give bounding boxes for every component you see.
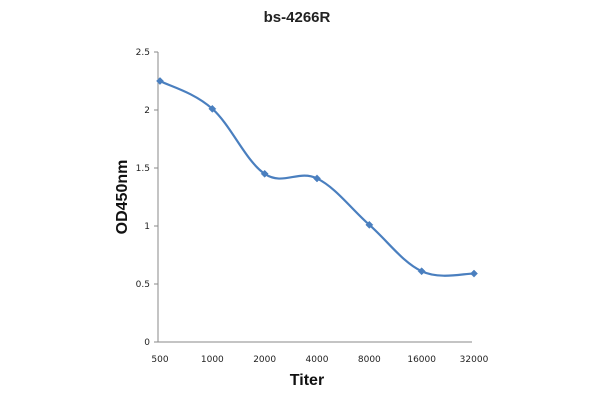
y-axis-label: OD450nm	[114, 160, 131, 235]
y-tick-label: 2.5	[136, 48, 150, 58]
data-point-marker	[417, 267, 426, 276]
data-point-marker	[156, 77, 164, 85]
y-tick-label: 0	[144, 338, 150, 348]
x-tick-label: 4000	[306, 355, 329, 365]
x-tick-label: 32000	[460, 355, 489, 365]
data-point-marker	[365, 220, 374, 229]
x-axis-label: Titer	[290, 372, 324, 389]
x-ticks: 500 1000 2000 4000 8000 16000 32000	[151, 355, 488, 365]
data-point-marker	[208, 104, 217, 113]
y-ticks: 0 0.5 1 1.5 2 2.5	[136, 48, 158, 348]
plot-area	[156, 77, 478, 278]
x-tick-label: 16000	[407, 355, 436, 365]
y-tick-label: 1.5	[136, 164, 150, 174]
x-tick-label: 8000	[358, 355, 381, 365]
y-tick-label: 2	[144, 106, 150, 116]
data-point-marker	[470, 269, 478, 278]
x-tick-label: 500	[151, 355, 168, 365]
data-point-marker	[260, 169, 269, 178]
x-tick-label: 1000	[201, 355, 224, 365]
data-point-marker	[313, 174, 321, 183]
x-tick-label: 2000	[253, 355, 276, 365]
y-tick-label: 1	[144, 222, 150, 232]
chart-title: bs-4266R	[264, 9, 331, 26]
y-tick-label: 0.5	[136, 280, 150, 290]
